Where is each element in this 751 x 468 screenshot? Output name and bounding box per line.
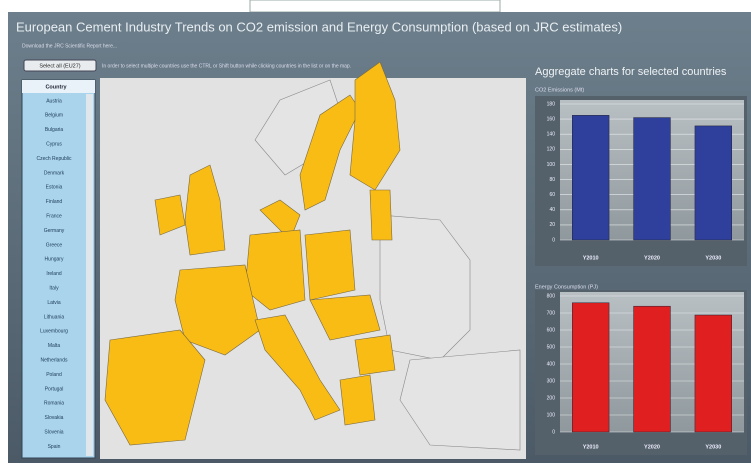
country-item[interactable]: Ireland (46, 271, 62, 277)
country-item[interactable]: Bulgaria (45, 127, 64, 133)
country-item[interactable]: Italy (49, 286, 59, 292)
y-tick-label: 60 (549, 192, 555, 198)
country-item[interactable]: Malta (48, 343, 60, 349)
turkey[interactable] (399, 349, 521, 451)
country-item[interactable]: Greece (46, 242, 63, 248)
select-all-button[interactable] (23, 59, 97, 72)
y-tick-label: 100 (547, 162, 556, 168)
scrollbar[interactable] (86, 94, 93, 456)
bar (694, 314, 732, 433)
central[interactable] (309, 294, 381, 341)
finland[interactable] (349, 61, 401, 191)
sweden[interactable] (299, 94, 361, 211)
aggregate-title: Aggregate charts for selected countries (535, 66, 727, 78)
country-list[interactable] (21, 79, 96, 459)
bar (633, 305, 671, 433)
country-item[interactable]: Spain (48, 444, 61, 450)
y-tick-label: 800 (547, 293, 556, 299)
select-all-label: Select all (EU27) (39, 63, 80, 69)
country-item[interactable]: Slovakia (45, 415, 64, 421)
y-tick-label: 100 (547, 412, 556, 418)
greece[interactable] (339, 374, 376, 426)
denmark[interactable] (259, 199, 301, 241)
country-item[interactable]: Czech Republic (36, 156, 72, 162)
x-tick-label: Y2010 (583, 255, 599, 261)
y-tick-label: 20 (549, 222, 555, 228)
map (104, 61, 521, 451)
y-tick-label: 140 (547, 132, 556, 138)
country-item[interactable]: Germany (44, 228, 65, 234)
report-link[interactable]: Download the JRC Scientific Report here.… (22, 43, 117, 49)
y-tick-label: 120 (547, 147, 556, 153)
iberia[interactable] (104, 329, 206, 446)
y-tick-label: 0 (552, 237, 555, 243)
east-region[interactable] (379, 214, 471, 361)
country-item[interactable]: Estonia (46, 185, 63, 191)
list-header-bg (22, 80, 95, 93)
y-tick-label: 700 (547, 310, 556, 316)
country-item[interactable]: Finland (46, 199, 63, 205)
country-item[interactable]: Latvia (47, 300, 61, 306)
y-tick-label: 500 (547, 344, 556, 350)
country-item[interactable]: Belgium (45, 113, 63, 119)
y-tick-label: 80 (549, 177, 555, 183)
italy[interactable] (254, 314, 341, 421)
y-tick-label: 200 (547, 395, 556, 401)
france[interactable] (174, 264, 261, 356)
country-item[interactable]: Luxembourg (40, 329, 68, 335)
country-item[interactable]: Austria (46, 98, 62, 104)
x-tick-label: Y2010 (583, 444, 599, 450)
ireland[interactable] (154, 194, 186, 236)
y-tick-label: 40 (549, 207, 555, 213)
chart-title: Energy Consumption (PJ) (535, 284, 598, 290)
country-item[interactable]: Cyprus (46, 142, 62, 148)
country-item[interactable]: Romania (44, 401, 64, 407)
list-header: Country (45, 84, 67, 90)
country-item[interactable]: Hungary (45, 257, 64, 263)
country-item[interactable]: France (46, 214, 62, 220)
balkans[interactable] (354, 334, 396, 376)
bar (633, 117, 671, 241)
y-tick-label: 300 (547, 378, 556, 384)
x-tick-label: Y2020 (644, 255, 660, 261)
country-item[interactable]: Netherlands (41, 358, 68, 364)
y-tick-label: 0 (552, 429, 555, 435)
y-tick-label: 400 (547, 361, 556, 367)
country-item[interactable]: Lithuania (44, 314, 65, 320)
x-tick-label: Y2030 (705, 255, 721, 261)
country-item[interactable]: Denmark (44, 170, 65, 176)
country-item[interactable]: Poland (46, 372, 62, 378)
bar (572, 115, 610, 241)
y-tick-label: 180 (547, 101, 556, 107)
x-tick-label: Y2030 (705, 444, 721, 450)
bar (572, 302, 610, 433)
x-tick-label: Y2020 (644, 444, 660, 450)
tab (249, 0, 501, 13)
chart-title: CO2 Emissions (Mt) (535, 87, 584, 93)
bar (694, 125, 732, 241)
uk[interactable] (184, 164, 226, 256)
country-item[interactable]: Portugal (45, 386, 64, 392)
hint: In order to select multiple countries us… (102, 63, 351, 69)
title: European Cement Industry Trends on CO2 e… (16, 19, 622, 34)
country-item[interactable]: Slovenia (44, 430, 63, 436)
baltics[interactable] (369, 189, 393, 241)
y-tick-label: 160 (547, 116, 556, 122)
poland[interactable] (304, 229, 356, 301)
y-tick-label: 600 (547, 327, 556, 333)
